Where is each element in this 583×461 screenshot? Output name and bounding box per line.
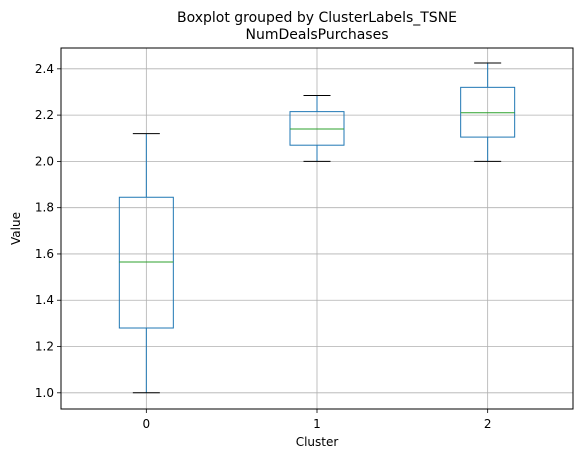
- y-tick-label: 2.4: [35, 62, 54, 76]
- y-axis-label: Value: [9, 212, 23, 245]
- y-tick-label: 2.2: [35, 108, 54, 122]
- box-cluster-0: [118, 133, 174, 394]
- y-tick-label: 2.0: [35, 154, 54, 168]
- y-tick-label: 1.2: [35, 340, 54, 354]
- box-cluster-1: [289, 94, 345, 162]
- x-tick-label: 2: [484, 417, 492, 431]
- chart-title: NumDealsPurchases: [245, 27, 388, 43]
- box-group: [118, 62, 516, 394]
- chart-suptitle: Boxplot grouped by ClusterLabels_TSNE: [177, 10, 457, 26]
- y-tick-label: 1.0: [35, 386, 54, 400]
- x-tick-label: 0: [143, 417, 151, 431]
- box-cluster-2: [460, 62, 516, 162]
- y-tick-label: 1.6: [35, 247, 54, 261]
- iqr-box: [289, 111, 345, 146]
- axis-ticks: 1.0 1.2 1.4 1.6 1.8 2.0 2.2 2.4 0 1 2: [35, 62, 492, 431]
- x-tick-label: 1: [313, 417, 321, 431]
- y-tick-label: 1.8: [35, 201, 54, 215]
- x-axis-label: Cluster: [296, 435, 339, 449]
- iqr-box: [118, 196, 174, 329]
- iqr-box: [460, 86, 516, 138]
- y-tick-label: 1.4: [35, 293, 54, 307]
